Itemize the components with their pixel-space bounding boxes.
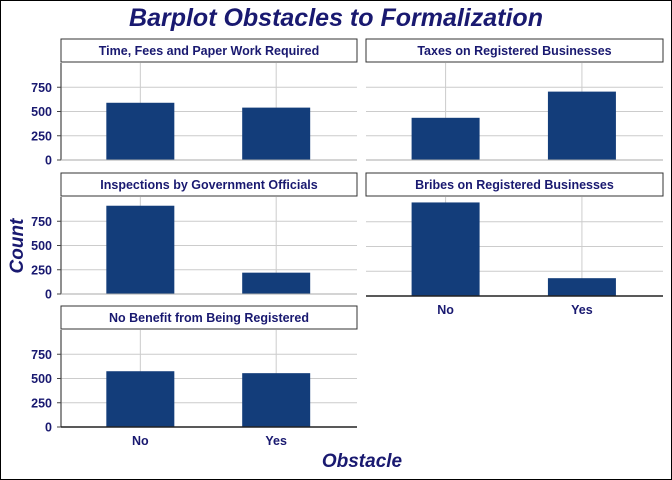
- chart-title: Barplot Obstacles to Formalization: [129, 4, 543, 32]
- bar-no: [411, 117, 480, 160]
- bar-yes: [242, 272, 311, 294]
- y-tick-label: 750: [31, 348, 52, 362]
- panel-strip: [60, 172, 358, 197]
- bar-no: [106, 102, 175, 160]
- panel-title: Inspections by Government Officials: [100, 178, 317, 192]
- panel-title: Bribes on Registered Businesses: [415, 178, 614, 192]
- y-tick-label: 0: [45, 288, 52, 302]
- panel-strip: [60, 38, 358, 63]
- x-tick-label: Yes: [265, 434, 287, 448]
- bar-yes: [242, 107, 311, 160]
- panel-title: No Benefit from Being Registered: [109, 311, 309, 325]
- x-axis-label: Obstacle: [321, 451, 403, 472]
- bar-yes: [242, 373, 311, 427]
- y-tick-label: 0: [45, 154, 52, 168]
- bar-no: [411, 202, 480, 296]
- bar-yes: [547, 91, 616, 160]
- panel-title: Time, Fees and Paper Work Required: [99, 44, 319, 58]
- y-tick-label: 750: [31, 215, 52, 229]
- panel-strip: [365, 172, 664, 197]
- y-tick-label: 0: [45, 421, 52, 435]
- bar-no: [106, 205, 175, 294]
- y-tick-label: 500: [31, 105, 52, 119]
- panel-strip: [365, 38, 664, 63]
- x-tick-label: No: [132, 434, 149, 448]
- y-tick-label: 250: [31, 263, 52, 277]
- x-tick-label: Yes: [571, 303, 593, 317]
- panel-title: Taxes on Registered Businesses: [417, 44, 611, 58]
- y-tick-label: 250: [31, 129, 52, 143]
- x-tick-label: No: [437, 303, 454, 317]
- y-tick-label: 500: [31, 239, 52, 253]
- y-tick-label: 250: [31, 396, 52, 410]
- panel-strip: [60, 305, 358, 330]
- bar-no: [106, 371, 175, 427]
- y-tick-label: 750: [31, 81, 52, 95]
- y-tick-label: 500: [31, 372, 52, 386]
- bar-yes: [547, 278, 616, 296]
